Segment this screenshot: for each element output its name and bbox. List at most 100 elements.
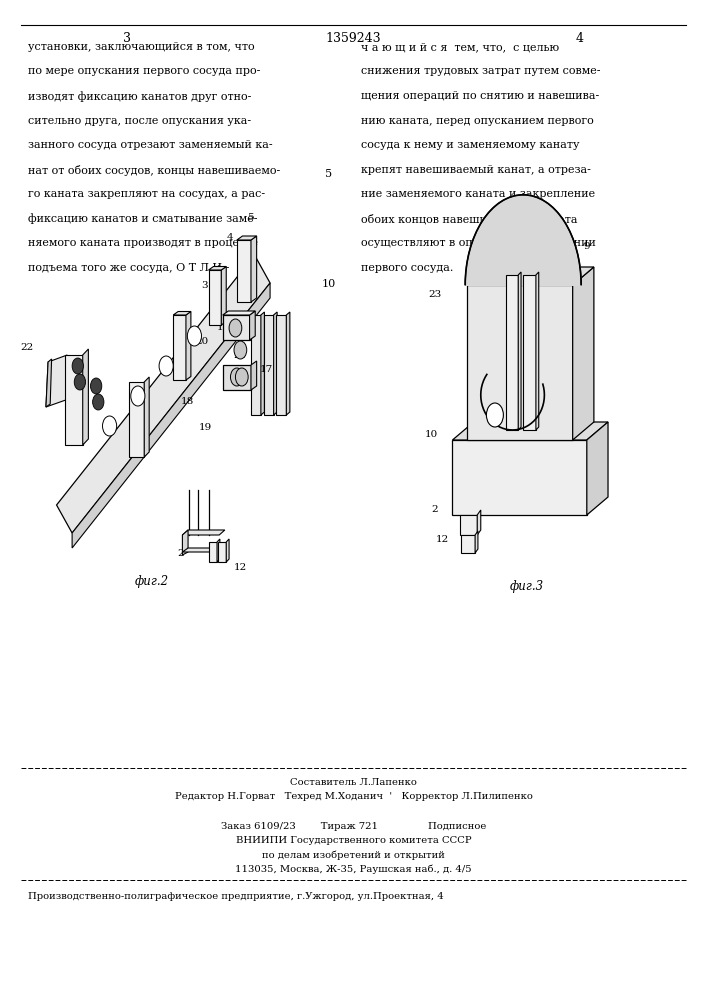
Polygon shape	[251, 315, 261, 415]
Text: 10: 10	[322, 279, 336, 289]
Circle shape	[235, 368, 248, 386]
Polygon shape	[467, 267, 594, 285]
Circle shape	[72, 358, 83, 374]
Polygon shape	[587, 422, 608, 515]
Text: 12: 12	[436, 536, 449, 544]
Text: 5: 5	[247, 214, 254, 223]
Circle shape	[103, 416, 117, 436]
Text: установки, заключающийся в том, что: установки, заключающийся в том, что	[28, 42, 255, 52]
Circle shape	[187, 326, 201, 346]
Polygon shape	[536, 272, 539, 430]
Text: 16: 16	[217, 324, 230, 332]
Polygon shape	[46, 359, 52, 407]
Polygon shape	[46, 355, 67, 407]
Text: 12: 12	[233, 564, 247, 572]
Polygon shape	[250, 311, 255, 340]
Polygon shape	[274, 312, 277, 415]
Polygon shape	[276, 315, 286, 415]
Polygon shape	[182, 530, 188, 555]
Text: 9: 9	[583, 242, 590, 251]
Text: 17: 17	[260, 365, 274, 374]
Polygon shape	[209, 267, 226, 270]
Text: сительно друга, после опускания ука-: сительно друга, после опускания ука-	[28, 115, 252, 125]
Text: изводят фиксацию канатов друг отно-: изводят фиксацию канатов друг отно-	[28, 91, 252, 102]
Text: 5: 5	[325, 169, 332, 179]
Text: 4: 4	[575, 32, 584, 45]
Text: 3: 3	[201, 280, 208, 290]
Text: 18: 18	[181, 397, 194, 406]
Text: подъема того же сосуда, О Т Л И -: подъема того же сосуда, О Т Л И -	[28, 263, 230, 273]
Polygon shape	[452, 422, 608, 440]
Polygon shape	[209, 270, 221, 325]
Polygon shape	[506, 275, 518, 430]
Polygon shape	[57, 255, 270, 533]
Text: 15: 15	[103, 426, 117, 434]
Polygon shape	[573, 267, 594, 440]
Text: го каната закрепляют на сосудах, а рас-: го каната закрепляют на сосудах, а рас-	[28, 189, 265, 199]
Text: по делам изобретений и открытий: по делам изобретений и открытий	[262, 850, 445, 859]
Circle shape	[486, 403, 503, 427]
Polygon shape	[226, 539, 229, 562]
Text: фиг.2: фиг.2	[135, 575, 169, 588]
Polygon shape	[460, 515, 477, 535]
Text: фиг.3: фиг.3	[510, 580, 544, 593]
Text: щения операций по снятию и навешива-: щения операций по снятию и навешива-	[361, 91, 599, 101]
Text: ВНИИПИ Государственного комитета СССР: ВНИИПИ Государственного комитета СССР	[235, 836, 472, 845]
Text: 2: 2	[432, 505, 438, 514]
Text: занного сосуда отрезают заменяемый ка-: занного сосуда отрезают заменяемый ка-	[28, 140, 273, 150]
Circle shape	[159, 356, 173, 376]
Text: 22: 22	[21, 344, 34, 353]
Text: Составитель Л.Лапенко: Составитель Л.Лапенко	[290, 778, 417, 787]
Text: снижения трудовых затрат путем совме-: снижения трудовых затрат путем совме-	[361, 66, 600, 77]
Text: Редактор Н.Горват   Техред М.Ходанич  '   Корректор Л.Пилипенко: Редактор Н.Горват Техред М.Ходанич ' Кор…	[175, 792, 532, 801]
Circle shape	[90, 378, 102, 394]
Text: 23: 23	[428, 290, 442, 299]
Circle shape	[131, 386, 145, 406]
Polygon shape	[218, 542, 226, 562]
Polygon shape	[467, 285, 573, 440]
Polygon shape	[477, 510, 481, 535]
Circle shape	[229, 319, 242, 337]
Text: 1359243: 1359243	[326, 32, 381, 45]
Polygon shape	[223, 365, 251, 390]
Text: сосуда к нему и заменяемому канату: сосуда к нему и заменяемому канату	[361, 140, 579, 150]
Text: нию каната, перед опусканием первого: нию каната, перед опусканием первого	[361, 115, 593, 125]
Text: крепят навешиваемый канат, а отреза-: крепят навешиваемый канат, а отреза-	[361, 165, 590, 175]
Polygon shape	[223, 315, 250, 340]
Polygon shape	[182, 548, 225, 552]
Polygon shape	[237, 236, 257, 240]
Polygon shape	[523, 275, 536, 430]
Polygon shape	[186, 312, 191, 380]
Text: фиксацию канатов и сматывание заме-: фиксацию канатов и сматывание заме-	[28, 214, 258, 224]
Text: 19: 19	[199, 424, 211, 432]
Text: нат от обоих сосудов, концы навешиваемо-: нат от обоих сосудов, концы навешиваемо-	[28, 165, 281, 176]
Circle shape	[93, 394, 104, 410]
Polygon shape	[261, 312, 264, 415]
Polygon shape	[475, 531, 478, 553]
Text: 21: 21	[233, 351, 247, 360]
Text: осуществляют в опущенном положении: осуществляют в опущенном положении	[361, 238, 595, 248]
Text: Производственно-полиграфическое предприятие, г.Ужгород, ул.Проектная, 4: Производственно-полиграфическое предприя…	[28, 892, 444, 901]
Circle shape	[234, 341, 247, 359]
Text: 10: 10	[425, 430, 438, 439]
Circle shape	[230, 368, 243, 386]
Text: няемого каната производят в процессе: няемого каната производят в процессе	[28, 238, 258, 248]
Text: 2: 2	[177, 550, 184, 558]
Text: 3: 3	[123, 32, 132, 45]
Polygon shape	[223, 311, 255, 315]
Polygon shape	[173, 312, 191, 315]
Polygon shape	[65, 355, 83, 445]
Text: 20: 20	[195, 338, 209, 347]
Polygon shape	[83, 349, 88, 445]
Polygon shape	[72, 283, 270, 548]
Polygon shape	[129, 382, 144, 457]
Polygon shape	[461, 535, 475, 553]
Text: обоих концов навешиваемого каната: обоих концов навешиваемого каната	[361, 214, 577, 224]
Text: Заказ 6109/23        Тираж 721                Подписное: Заказ 6109/23 Тираж 721 Подписное	[221, 822, 486, 831]
Polygon shape	[217, 539, 220, 562]
Text: 113035, Москва, Ж-35, Раушская наб., д. 4/5: 113035, Москва, Ж-35, Раушская наб., д. …	[235, 864, 472, 874]
Text: ние заменяемого каната и закрепление: ние заменяемого каната и закрепление	[361, 189, 595, 199]
Polygon shape	[452, 440, 587, 515]
Polygon shape	[173, 315, 186, 380]
Polygon shape	[144, 377, 149, 457]
